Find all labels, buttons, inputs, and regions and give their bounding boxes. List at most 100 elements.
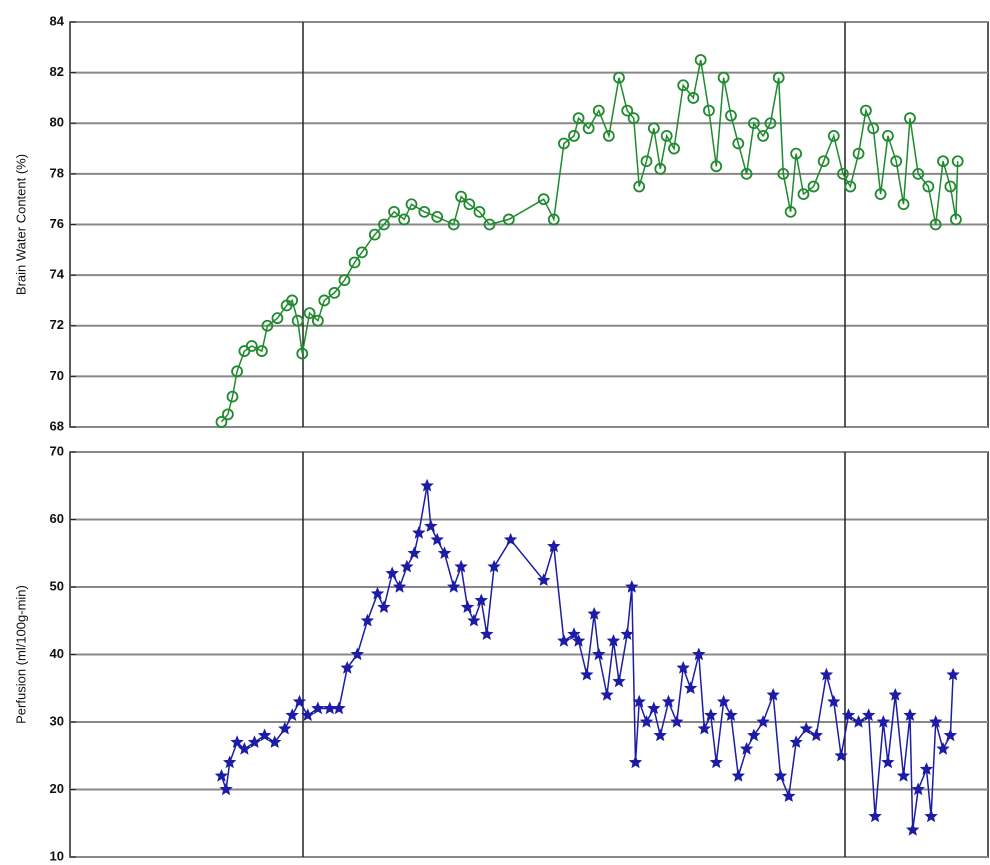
data-point: [882, 130, 894, 142]
data-point: [748, 117, 760, 130]
data-point: [418, 205, 431, 218]
data-point: [868, 809, 882, 823]
data-point: [784, 205, 797, 218]
data-point: [332, 701, 346, 715]
data-point: [946, 667, 960, 681]
data-point: [311, 701, 325, 715]
y-tick-label: 10: [50, 848, 64, 863]
data-point: [378, 218, 390, 231]
data-point: [286, 294, 299, 307]
data-point: [732, 137, 745, 150]
data-point: [951, 155, 964, 168]
data-point: [949, 213, 962, 226]
data-line: [220, 59, 959, 423]
data-point: [912, 167, 925, 180]
data-point: [739, 741, 754, 755]
data-point: [789, 735, 803, 748]
data-point: [897, 198, 910, 211]
data-point: [888, 687, 903, 701]
data-point: [398, 213, 411, 226]
data-point: [676, 660, 690, 674]
data-point: [502, 213, 515, 226]
y-tick-label: 70: [50, 443, 64, 458]
data-point: [903, 708, 917, 721]
data-point: [881, 755, 895, 769]
data-point: [627, 112, 640, 125]
data-point: [278, 721, 292, 735]
data-point: [455, 190, 467, 203]
data-point: [896, 768, 911, 782]
data-point: [303, 307, 316, 319]
y-tick-label: 40: [50, 646, 64, 661]
data-point: [890, 155, 903, 168]
data-point: [271, 312, 284, 325]
data-point: [724, 708, 738, 721]
data-point: [851, 714, 866, 728]
data-point: [255, 345, 268, 357]
data-point: [348, 256, 361, 269]
data-point: [582, 122, 595, 135]
data-point: [905, 822, 920, 836]
data-point: [929, 714, 943, 728]
y-tick-label: 60: [50, 511, 64, 526]
data-point: [424, 519, 438, 532]
data-point: [844, 180, 857, 193]
data-point: [473, 205, 486, 218]
y-tick-label: 68: [50, 418, 64, 433]
data-point: [632, 694, 646, 708]
data-point: [291, 314, 304, 327]
data-point: [654, 162, 667, 175]
data-point: [639, 714, 654, 728]
data-point: [557, 137, 570, 150]
data-point: [944, 180, 957, 193]
data-point: [837, 167, 849, 180]
y-tick-label: 82: [50, 64, 64, 79]
data-point: [268, 735, 282, 748]
y-axis-label: Brain Water Content (%): [13, 154, 28, 295]
data-point: [867, 122, 880, 135]
data-point: [231, 365, 243, 378]
y-tick-label: 80: [50, 115, 64, 130]
data-point: [809, 728, 823, 742]
data-point: [710, 160, 723, 173]
data-point: [625, 579, 639, 593]
data-point: [537, 193, 550, 206]
data-point: [703, 104, 715, 117]
data-point: [480, 627, 494, 640]
data-point: [874, 188, 887, 201]
data-point: [350, 647, 364, 661]
data-point: [237, 741, 252, 755]
data-point: [460, 600, 475, 613]
data-point: [447, 218, 460, 231]
data-point: [567, 627, 581, 640]
y-axis-label: Perfusion (ml/100g-min): [13, 585, 28, 724]
data-point: [463, 198, 476, 211]
data-point: [633, 180, 646, 193]
data-point: [483, 218, 496, 231]
data-point: [340, 660, 354, 674]
data-point: [405, 198, 418, 211]
data-point: [943, 728, 958, 742]
data-point: [487, 559, 501, 573]
data-point: [261, 319, 274, 332]
data-point: [862, 708, 876, 721]
y-tick-label: 50: [50, 578, 64, 593]
data-point: [247, 735, 262, 748]
data-point: [647, 122, 660, 135]
data-point: [328, 286, 341, 299]
data-point: [919, 762, 934, 775]
data-point: [717, 71, 730, 84]
data-point: [677, 79, 690, 92]
data-point: [817, 155, 830, 168]
data-point: [731, 768, 745, 782]
data-point: [392, 579, 407, 593]
data-point: [764, 117, 777, 130]
data-point: [311, 314, 324, 327]
data-point: [296, 347, 309, 360]
data-point: [356, 246, 368, 259]
data-point: [670, 714, 684, 728]
data-point: [400, 559, 414, 573]
data-point: [547, 539, 561, 553]
data-point: [377, 600, 391, 613]
